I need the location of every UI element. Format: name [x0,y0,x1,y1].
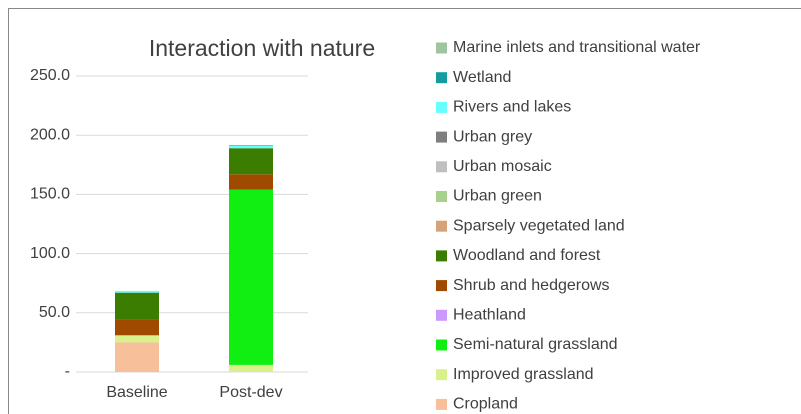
legend-swatch [436,250,447,262]
legend-swatch [436,72,447,84]
legend-label: Semi-natural grassland [453,336,618,353]
legend-label: Marine inlets and transitional water [453,39,701,56]
legend-label: Shrub and hedgerows [453,277,610,294]
bar-segment [229,364,273,372]
y-tick-label: 150.0 [30,186,70,203]
legend-label: Sparsely vegetated land [453,217,625,234]
bar-segment [115,335,159,343]
legend-swatch [436,42,447,54]
legend-swatch [436,280,447,292]
y-tick-label: - [65,363,70,380]
chart-border [8,8,801,414]
bar-segment [115,292,159,320]
legend-label: Wetland [453,69,511,86]
x-tick-label: Post-dev [219,384,282,401]
legend-label: Rivers and lakes [453,99,571,116]
legend-label: Heathland [453,307,526,324]
bar-segment [115,319,159,336]
y-tick-label: 250.0 [30,67,70,84]
bar-segment [229,145,273,149]
legend-label: Urban grey [453,128,532,145]
legend-swatch [436,398,447,410]
legend-swatch [436,309,447,321]
legend-label: Urban green [453,188,542,205]
bar-segment [115,342,159,372]
x-tick-label: Baseline [106,384,167,401]
y-tick-label: 100.0 [30,245,70,262]
y-tick-label: 50.0 [39,304,70,321]
bar-segment [229,189,273,365]
bar-segment [229,174,273,190]
legend-swatch [436,161,447,173]
legend-label: Cropland [453,396,518,413]
bar-segment [229,148,273,175]
legend-swatch [436,339,447,351]
legend-swatch [436,369,447,381]
legend-label: Woodland and forest [453,247,601,264]
legend-swatch [436,131,447,143]
bar-segment [115,290,159,293]
bar-segment [229,145,273,146]
legend-label: Improved grassland [453,366,594,383]
legend-swatch [436,101,447,113]
chart-title: Interaction with nature [149,35,375,61]
legend-swatch [436,191,447,202]
y-tick-label: 200.0 [30,126,70,143]
legend-swatch [436,220,447,232]
legend-label: Urban mosaic [453,158,552,175]
